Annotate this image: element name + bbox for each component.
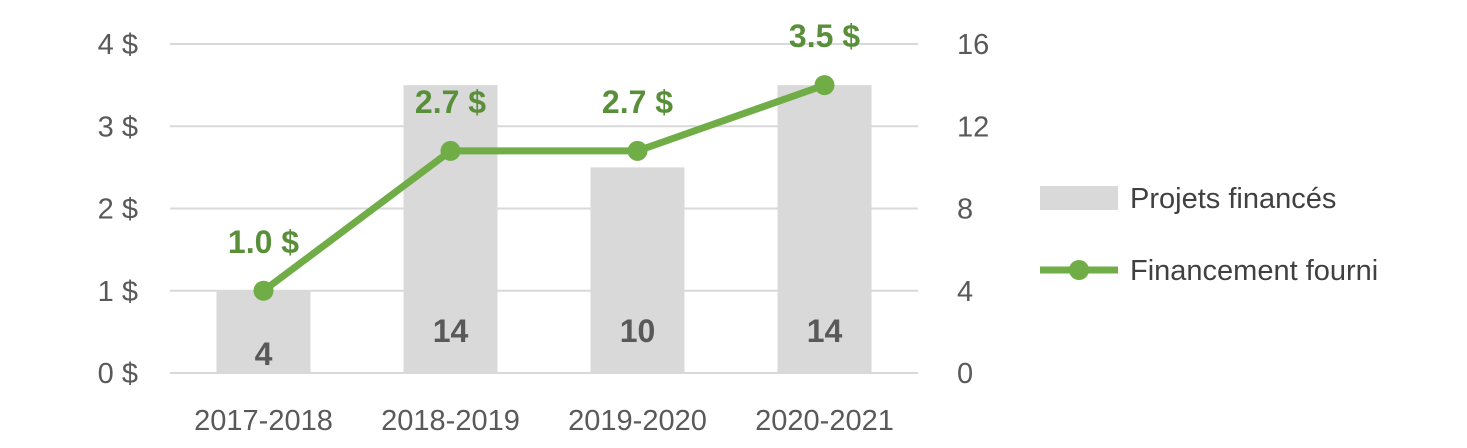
series-line <box>260 81 828 295</box>
y-right-tick-label: 12 <box>957 111 989 143</box>
y-left-tick-label: 2 $ <box>98 194 138 226</box>
line-point <box>627 140 648 161</box>
y-right-tick-label: 4 <box>957 276 973 308</box>
bar-data-label: 14 <box>433 313 469 349</box>
x-tick-label: 2020-2021 <box>755 405 894 437</box>
y-right-tick-label: 8 <box>957 194 973 226</box>
line-point <box>253 280 274 301</box>
bar <box>216 290 311 373</box>
legend: Projets financés Financement fourni <box>1040 183 1378 287</box>
legend-swatch-bar <box>1040 186 1118 210</box>
y-left-tick-label: 4 $ <box>98 29 138 61</box>
line-data-label: 2.7 $ <box>415 84 486 120</box>
x-tick-label: 2019-2020 <box>568 405 707 437</box>
bar-data-label: 14 <box>807 313 843 349</box>
line-data-label: 2.7 $ <box>602 84 673 120</box>
line-series: 1.0 $ 2.7 $ 2.7 $ 3.5 $ <box>228 18 860 301</box>
line-data-label: 3.5 $ <box>789 18 860 54</box>
bar-data-label: 10 <box>620 313 656 349</box>
x-tick-label: 2018-2019 <box>381 405 520 437</box>
line-data-label: 1.0 $ <box>228 224 299 260</box>
legend-label-line: Financement fourni <box>1130 255 1378 287</box>
y-right-tick-label: 0 <box>957 358 973 390</box>
y-left-tick-label: 3 $ <box>98 111 138 143</box>
line-point <box>440 140 461 161</box>
y-left-tick-label: 0 $ <box>98 358 138 390</box>
bar-series: 4 14 10 14 <box>216 85 872 373</box>
bar <box>403 85 498 373</box>
y-right-tick-label: 16 <box>957 29 989 61</box>
y-left-tick-label: 1 $ <box>98 276 138 308</box>
axes: 0 $ 0 1 $ 4 2 $ 8 3 $ 12 4 $ 16 2017-2018 2018-2019… <box>98 29 990 437</box>
x-tick-label: 2017-2018 <box>194 405 333 437</box>
bar <box>777 85 872 373</box>
line-point <box>814 75 835 96</box>
bar-data-label: 4 <box>255 336 273 372</box>
bar <box>590 167 685 373</box>
legend-label-bar: Projets financés <box>1130 183 1336 215</box>
legend-swatch-point <box>1069 260 1089 280</box>
